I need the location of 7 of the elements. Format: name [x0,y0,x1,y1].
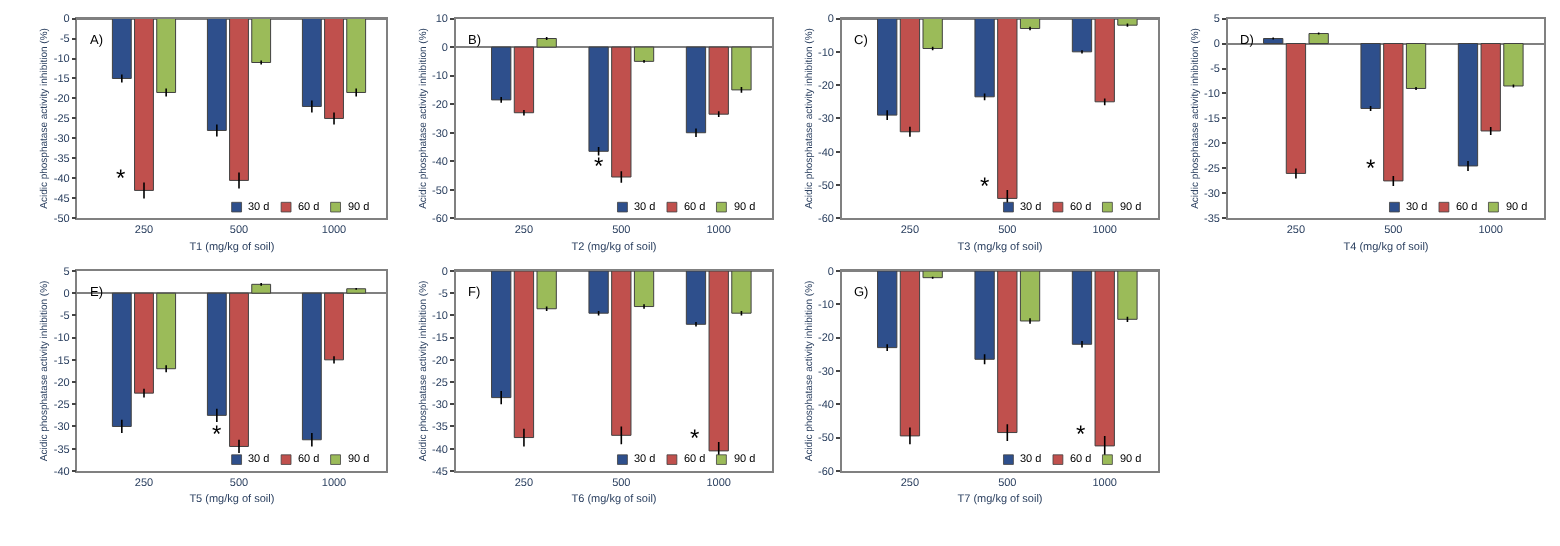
annotation: * [1366,154,1376,182]
annotation: * [1076,420,1086,448]
annotation: * [116,164,126,192]
annotation: * [594,152,604,180]
annotation: * [980,172,990,200]
annotation: * [690,424,700,452]
annotation: * [212,420,222,448]
